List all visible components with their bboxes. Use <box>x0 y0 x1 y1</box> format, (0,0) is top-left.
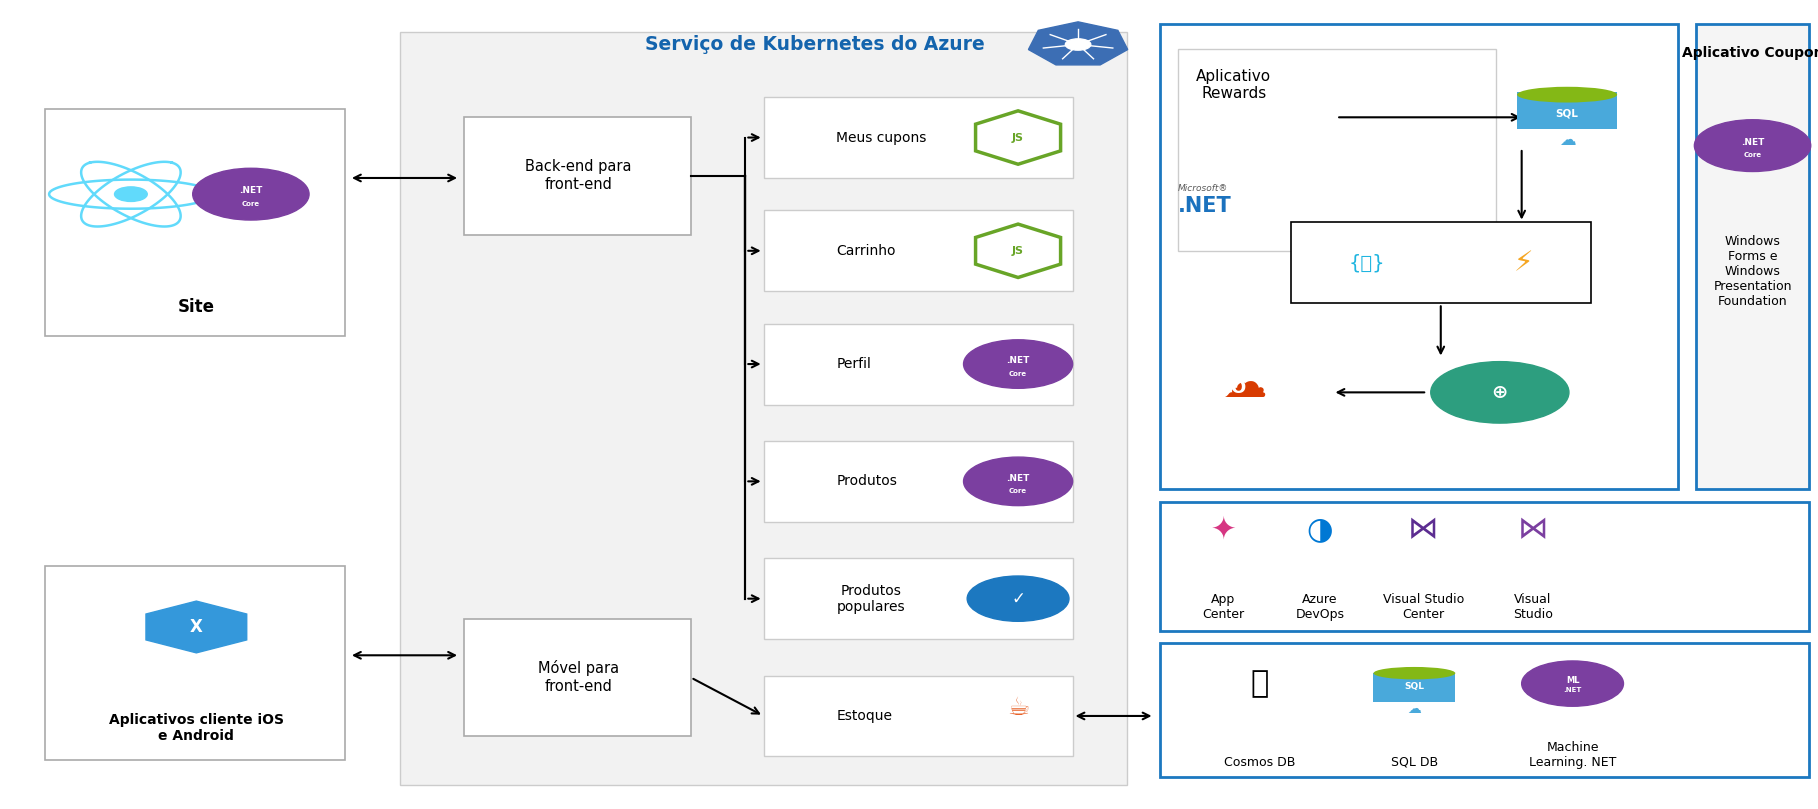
Text: Produtos: Produtos <box>836 474 896 489</box>
Bar <box>1696 24 1809 489</box>
Ellipse shape <box>1374 667 1456 680</box>
Text: .NET: .NET <box>1563 687 1582 693</box>
Text: Perfil: Perfil <box>836 357 871 371</box>
Polygon shape <box>145 601 247 653</box>
Bar <box>764 324 1073 404</box>
Text: Back-end para
front-end: Back-end para front-end <box>525 159 631 192</box>
Circle shape <box>1513 405 1533 414</box>
Bar <box>45 109 345 336</box>
Text: ☁: ☁ <box>1224 362 1267 406</box>
Text: Core: Core <box>242 201 260 207</box>
Text: ⋈: ⋈ <box>1409 515 1438 544</box>
Text: Visual Studio
Center: Visual Studio Center <box>1383 592 1463 621</box>
Bar <box>1516 92 1618 129</box>
Text: ☁: ☁ <box>1558 130 1576 149</box>
Text: Microsoft®: Microsoft® <box>1178 184 1229 193</box>
Circle shape <box>115 187 147 201</box>
Text: ☕: ☕ <box>1007 696 1029 720</box>
Bar <box>764 441 1073 522</box>
Text: ✦: ✦ <box>1211 515 1236 544</box>
Text: Visual
Studio: Visual Studio <box>1513 592 1553 621</box>
Circle shape <box>193 168 309 220</box>
Circle shape <box>1445 388 1465 397</box>
Circle shape <box>1467 405 1487 414</box>
Text: Windows
Forms e
Windows
Presentation
Foundation: Windows Forms e Windows Presentation Fou… <box>1713 235 1793 307</box>
Bar <box>45 566 345 760</box>
Text: SQL DB: SQL DB <box>1391 756 1438 769</box>
Text: .NET: .NET <box>1007 473 1029 483</box>
Bar <box>1374 673 1456 701</box>
Text: ⚡: ⚡ <box>1514 249 1533 277</box>
Text: App
Center: App Center <box>1202 592 1245 621</box>
Text: ⋈: ⋈ <box>1518 515 1547 544</box>
Text: Core: Core <box>1009 488 1027 494</box>
Bar <box>764 676 1073 756</box>
Text: Serviço de Kubernetes do Azure: Serviço de Kubernetes do Azure <box>645 35 985 54</box>
Bar <box>1160 643 1809 777</box>
Text: JS: JS <box>1013 246 1024 256</box>
Text: SQL: SQL <box>1403 682 1425 692</box>
Text: ✓: ✓ <box>1011 590 1025 608</box>
Bar <box>764 210 1073 291</box>
Bar <box>764 97 1073 178</box>
Text: {👤}: {👤} <box>1349 253 1385 273</box>
Text: Meus cupons: Meus cupons <box>836 130 927 145</box>
Text: Aplicativo
Rewards: Aplicativo Rewards <box>1196 69 1271 101</box>
Circle shape <box>1513 371 1533 379</box>
Text: Estoque: Estoque <box>836 709 893 723</box>
Text: Aplicativo Coupon: Aplicativo Coupon <box>1682 45 1818 60</box>
Bar <box>400 32 1127 785</box>
Text: .NET: .NET <box>1742 138 1763 147</box>
Text: JS: JS <box>1013 133 1024 142</box>
Text: Site: Site <box>178 299 215 316</box>
Polygon shape <box>1029 22 1127 65</box>
Circle shape <box>1694 120 1811 172</box>
Text: ☁: ☁ <box>1407 702 1422 716</box>
Circle shape <box>1431 362 1569 423</box>
Bar <box>1178 49 1496 251</box>
Text: SQL: SQL <box>1556 108 1578 118</box>
Bar <box>1291 222 1591 303</box>
Text: Cosmos DB: Cosmos DB <box>1224 756 1296 769</box>
Text: Produtos
populares: Produtos populares <box>836 583 905 614</box>
Text: ◑: ◑ <box>1307 515 1333 544</box>
Text: 🌐: 🌐 <box>1251 669 1269 698</box>
Bar <box>764 558 1073 639</box>
Circle shape <box>1522 661 1623 706</box>
Bar <box>1160 24 1678 489</box>
Circle shape <box>1467 371 1487 379</box>
Text: .NET: .NET <box>1178 197 1233 216</box>
Text: O: O <box>1231 379 1245 397</box>
Text: Aplicativos cliente iOS
e Android: Aplicativos cliente iOS e Android <box>109 713 284 743</box>
Text: Core: Core <box>1743 152 1762 159</box>
Text: Machine
Learning. NET: Machine Learning. NET <box>1529 740 1616 769</box>
Text: Móvel para
front-end: Móvel para front-end <box>538 660 618 694</box>
Bar <box>464 619 691 736</box>
Text: ⊕: ⊕ <box>1491 383 1509 402</box>
Bar <box>464 117 691 235</box>
Text: Carrinho: Carrinho <box>836 244 896 258</box>
Circle shape <box>1534 388 1554 397</box>
Text: X: X <box>189 618 204 636</box>
Bar <box>1160 502 1809 631</box>
Text: Core: Core <box>1009 371 1027 377</box>
Text: ML: ML <box>1565 676 1580 685</box>
Text: Azure
DevOps: Azure DevOps <box>1296 592 1344 621</box>
Text: .NET: .NET <box>240 186 262 196</box>
Circle shape <box>964 457 1073 506</box>
Circle shape <box>967 576 1069 621</box>
Circle shape <box>964 340 1073 388</box>
Ellipse shape <box>1516 87 1616 103</box>
Text: .NET: .NET <box>1007 356 1029 366</box>
Circle shape <box>1065 39 1091 50</box>
